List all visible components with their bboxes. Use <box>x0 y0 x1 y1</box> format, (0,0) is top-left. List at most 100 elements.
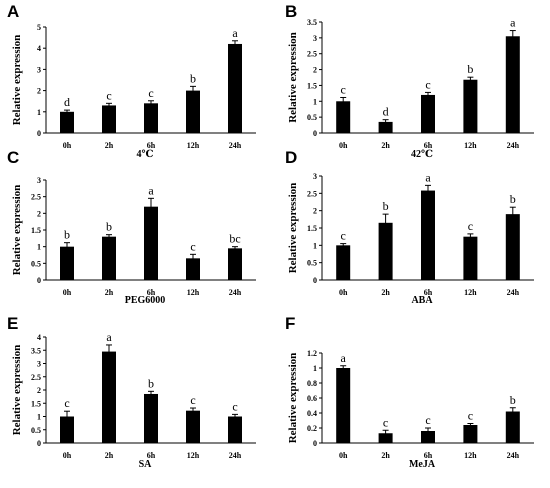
bar <box>336 368 351 443</box>
significance-letter: c <box>341 82 346 96</box>
x-tick-label: 0h <box>339 141 348 150</box>
x-axis-label: 42℃ <box>411 149 433 160</box>
bar <box>336 101 351 133</box>
y-tick-label: 1 <box>313 97 317 106</box>
significance-letter: b <box>148 376 154 390</box>
bar <box>228 248 242 280</box>
y-tick-label: 0 <box>313 276 317 285</box>
significance-letter: b <box>106 220 112 234</box>
x-tick-label: 24h <box>229 451 242 460</box>
x-tick-label: 0h <box>63 288 72 297</box>
significance-letter: c <box>232 399 237 413</box>
bar <box>144 206 158 280</box>
x-tick-label: 0h <box>63 141 72 150</box>
panel-letter: E <box>7 314 18 333</box>
x-tick-label: 12h <box>187 288 200 297</box>
y-axis-label: Relative expression <box>11 185 23 276</box>
y-tick-label: 1 <box>37 413 41 422</box>
y-tick-label: 2 <box>37 209 41 218</box>
bar <box>378 121 393 133</box>
y-tick-label: 0.5 <box>307 113 317 122</box>
y-axis-label: Relative expression <box>287 353 299 444</box>
bar <box>60 246 74 280</box>
x-tick-label: 12h <box>464 141 477 150</box>
y-tick-label: 2.5 <box>307 50 317 59</box>
bar <box>60 416 74 443</box>
significance-letter: c <box>190 239 195 253</box>
bar <box>102 351 116 443</box>
y-tick-label: 3 <box>37 360 41 369</box>
x-axis-label: 4℃ <box>137 149 154 160</box>
x-tick-label: 24h <box>507 141 520 150</box>
bar <box>144 393 158 443</box>
y-tick-label: 1 <box>313 364 317 373</box>
bar <box>378 433 393 443</box>
y-tick-label: 0 <box>37 276 41 285</box>
y-tick-label: 0 <box>313 439 317 448</box>
x-tick-label: 0h <box>63 451 72 460</box>
bar <box>463 236 478 280</box>
y-tick-label: 0.5 <box>31 259 41 268</box>
significance-letter: c <box>148 86 153 100</box>
bar <box>186 258 200 280</box>
chart-panel-d: D 0 0.5 1 1.5 2 2.5 3 Relative expression c 0h b 2h a… <box>285 148 534 306</box>
x-tick-label: 6h <box>424 288 433 297</box>
x-tick-label: 24h <box>229 141 242 150</box>
x-tick-label: 24h <box>229 288 242 297</box>
significance-letter: c <box>425 77 430 91</box>
significance-letter: a <box>232 26 238 40</box>
y-tick-label: 2 <box>313 66 317 75</box>
y-tick-label: 1.5 <box>307 224 317 233</box>
y-tick-label: 1.5 <box>31 226 41 235</box>
significance-letter: c <box>341 229 346 243</box>
y-tick-label: 2 <box>37 386 41 395</box>
x-tick-label: 12h <box>187 451 200 460</box>
y-axis-label: Relative expression <box>11 35 23 126</box>
y-tick-label: 3 <box>37 65 41 74</box>
significance-letter: c <box>425 413 430 427</box>
y-tick-label: 0.5 <box>31 426 41 435</box>
significance-letter: c <box>190 393 195 407</box>
y-tick-label: 1.2 <box>307 349 317 358</box>
significance-letter: a <box>148 183 154 197</box>
y-tick-label: 2 <box>313 207 317 216</box>
significance-letter: bc <box>229 232 240 246</box>
significance-letter: b <box>467 62 473 76</box>
y-tick-label: 3 <box>313 34 317 43</box>
bar <box>421 94 435 133</box>
y-tick-label: 1.5 <box>31 399 41 408</box>
y-tick-label: 0 <box>37 439 41 448</box>
bar <box>228 43 242 133</box>
y-tick-label: 1 <box>37 108 41 117</box>
significance-letter: c <box>383 415 388 429</box>
y-tick-label: 2.5 <box>31 193 41 202</box>
panel-letter: A <box>7 2 19 21</box>
y-tick-label: 1 <box>313 241 317 250</box>
y-tick-label: 3.5 <box>31 346 41 355</box>
panel-letter: B <box>285 2 297 21</box>
bar <box>102 236 116 280</box>
y-tick-label: 3 <box>313 172 317 181</box>
significance-letter: c <box>468 409 473 423</box>
y-tick-label: 0 <box>37 129 41 138</box>
x-axis-label: ABA <box>411 295 433 306</box>
x-tick-label: 6h <box>147 141 156 150</box>
bar <box>228 416 242 443</box>
y-axis-label: Relative expression <box>287 183 299 274</box>
bar <box>102 105 116 133</box>
y-tick-label: 0.8 <box>307 379 317 388</box>
significance-letter: b <box>190 71 196 85</box>
significance-letter: a <box>341 351 347 365</box>
significance-letter: a <box>425 170 431 184</box>
y-tick-label: 3 <box>37 176 41 185</box>
y-tick-label: 0.5 <box>307 259 317 268</box>
y-tick-label: 0 <box>313 129 317 138</box>
panel-letter: F <box>285 314 295 333</box>
x-tick-label: 2h <box>381 288 390 297</box>
y-tick-label: 2.5 <box>307 189 317 198</box>
y-tick-label: 2.5 <box>31 373 41 382</box>
significance-letter: b <box>510 192 516 206</box>
x-tick-label: 2h <box>105 288 114 297</box>
x-tick-label: 6h <box>424 451 433 460</box>
significance-letter: c <box>468 219 473 233</box>
